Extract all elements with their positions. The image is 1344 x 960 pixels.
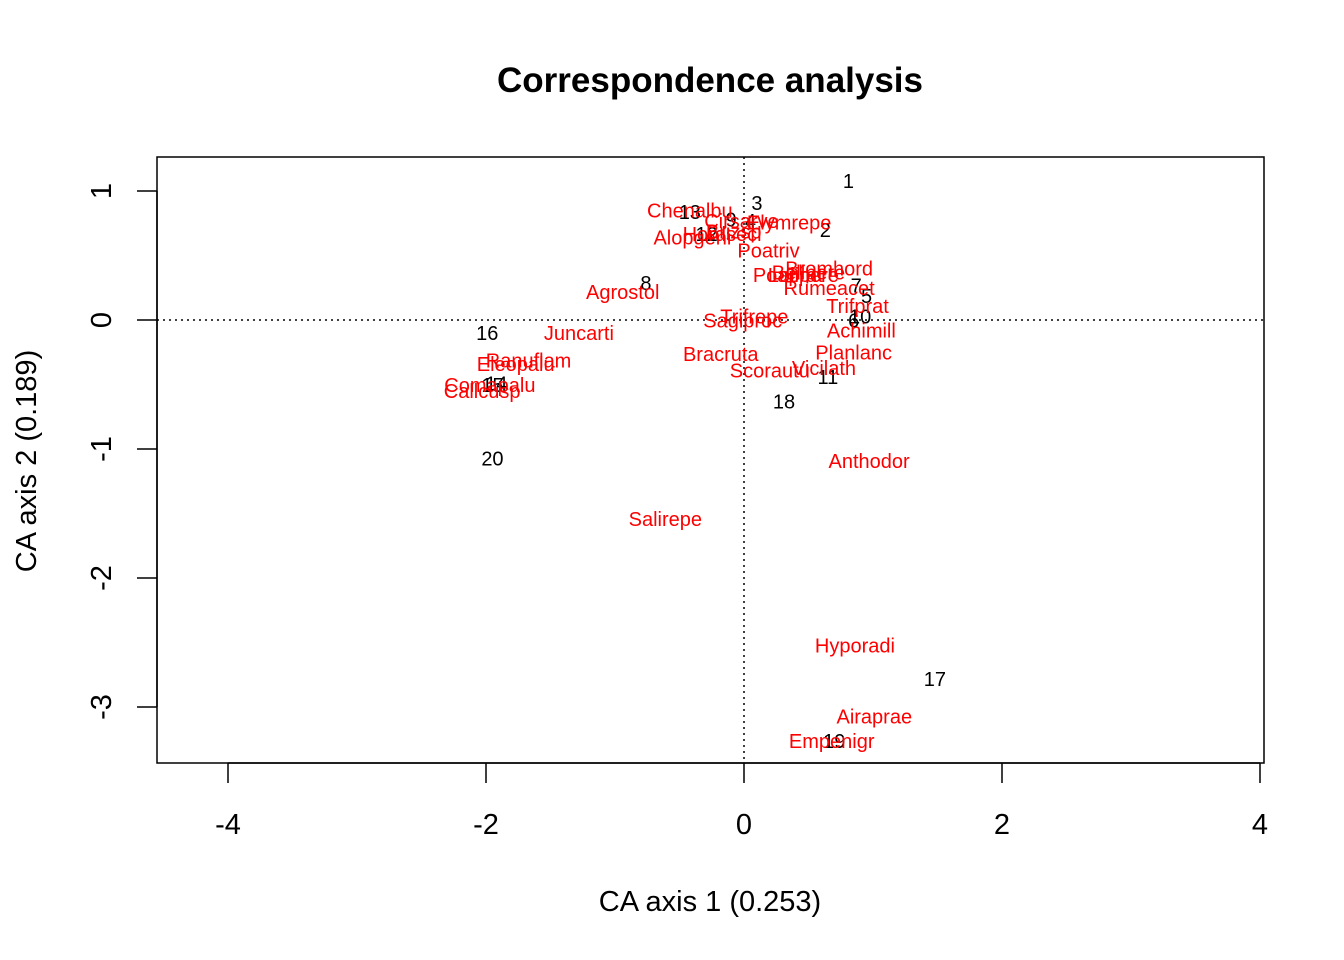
y-tick-label: 0 <box>86 312 118 328</box>
y-tick-label: 1 <box>86 183 118 199</box>
x-tick-label: -2 <box>473 809 499 841</box>
species-point-label: Scorautu <box>730 361 810 383</box>
species-point-label: Planlanc <box>815 343 892 365</box>
site-point-label: 16 <box>476 323 498 345</box>
x-tick-label: -4 <box>215 809 241 841</box>
site-point-label: 13 <box>679 202 701 224</box>
x-tick-label: 0 <box>736 809 752 841</box>
species-point-label: Callcusp <box>444 381 521 403</box>
species-point-label: Airaprae <box>836 706 912 728</box>
species-point-label: Poaprat <box>753 265 823 287</box>
y-tick-label: -1 <box>86 436 118 462</box>
species-point-label: Hordsecl <box>683 224 762 246</box>
site-point-label: 14 <box>485 374 507 396</box>
species-point-label: Lolipere <box>768 265 839 287</box>
site-point-label: 7 <box>851 275 862 297</box>
site-point-label: 9 <box>726 210 737 232</box>
x-axis: -4 -2 0 2 4 <box>215 762 1268 841</box>
reference-lines <box>157 157 1264 763</box>
species-point-label: Anthodor <box>829 451 911 473</box>
site-point-label: 12 <box>695 224 717 246</box>
species-point-label: Elymrepe <box>747 212 831 234</box>
site-point-label: 2 <box>820 220 831 242</box>
site-point-label: 17 <box>924 669 946 691</box>
species-point-label: Rumeacet <box>784 278 876 300</box>
species-point-label: Eleopalu <box>477 354 555 376</box>
species-point-label: Achimill <box>827 321 896 343</box>
x-axis-label: CA axis 1 (0.253) <box>599 886 821 918</box>
site-point-label: 10 <box>849 306 871 328</box>
species-point-label: Bromhord <box>785 259 873 281</box>
species-point-label: Alopgeni <box>653 228 731 250</box>
species-point-label: Salirepe <box>629 509 702 531</box>
y-axis-label: CA axis 2 (0.189) <box>11 350 43 572</box>
species-point-label: Hyporadi <box>815 635 895 657</box>
species-point-label: Ranuflam <box>486 350 572 372</box>
species-point-label: Bellpere <box>772 263 845 285</box>
site-point-label: 5 <box>861 286 872 308</box>
site-point-label: 20 <box>481 448 503 470</box>
x-tick-label: 2 <box>994 809 1010 841</box>
site-point-label: 3 <box>751 193 762 215</box>
site-point-label: 1 <box>843 171 854 193</box>
chart-title: Correspondence analysis <box>497 61 923 100</box>
species-point-label: Bracruta <box>683 344 759 366</box>
point-labels: 1234567891011121314151617181920ChenalbuC… <box>444 171 946 753</box>
x-tick-label: 4 <box>1252 809 1268 841</box>
site-point-label: 19 <box>823 731 845 753</box>
species-point-label: Trifrepe <box>720 306 788 328</box>
site-point-label: 4 <box>745 211 756 233</box>
y-tick-label: -3 <box>86 694 118 720</box>
y-tick-label: -2 <box>86 565 118 591</box>
species-point-label: Comapalu <box>444 375 535 397</box>
site-point-label: 15 <box>481 375 503 397</box>
species-point-label: Sagiproc <box>703 310 782 332</box>
site-point-label: 18 <box>773 392 795 414</box>
y-axis: -3 -2 -1 0 1 <box>86 183 158 720</box>
species-point-label: Chenalbu <box>647 201 733 223</box>
species-point-label: Empenigr <box>789 731 875 753</box>
species-point-label: Poatriv <box>737 241 799 263</box>
site-point-label: 11 <box>817 367 838 389</box>
species-point-label: Vicilath <box>792 358 856 380</box>
species-point-label: Brizsp <box>706 221 762 243</box>
species-point-label: Agrostol <box>586 282 659 304</box>
species-point-label: Cirsarve <box>704 211 778 233</box>
species-point-label: Juncarti <box>544 323 614 345</box>
site-point-label: 8 <box>640 273 651 295</box>
site-point-label: 6 <box>848 310 859 332</box>
species-point-label: Trifprat <box>826 296 889 318</box>
